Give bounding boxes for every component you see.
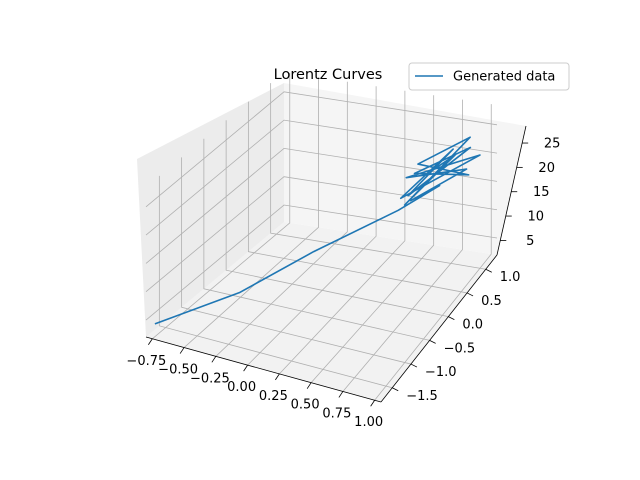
x-tick-mark bbox=[306, 382, 312, 389]
y-tick-label: 0.0 bbox=[462, 318, 483, 333]
z-tick-label: 25 bbox=[544, 137, 561, 152]
y-gridline bbox=[225, 120, 449, 318]
chart-title: Lorentz Curves bbox=[274, 67, 383, 83]
x-gridline bbox=[342, 99, 463, 392]
y-tick-label: −1.0 bbox=[425, 365, 457, 380]
z-gridline bbox=[145, 176, 498, 293]
x-tick-mark bbox=[338, 391, 344, 398]
x-tick-mark bbox=[148, 338, 153, 345]
y-tick-label: −0.5 bbox=[444, 341, 476, 356]
x-tick-label: 1.00 bbox=[354, 415, 383, 430]
z-axis-line bbox=[496, 125, 527, 256]
x-gridline bbox=[247, 86, 377, 366]
x-gridline bbox=[183, 77, 319, 348]
x-tick-label: 0.00 bbox=[227, 380, 256, 395]
y-tick-mark bbox=[466, 292, 474, 297]
y-tick-label: 1.0 bbox=[500, 270, 521, 285]
z-tick-label: 20 bbox=[538, 161, 555, 176]
legend: Generated data bbox=[408, 62, 570, 91]
y-gridline bbox=[247, 101, 468, 294]
y-gridline bbox=[181, 157, 412, 365]
y-tick-mark bbox=[392, 387, 399, 392]
axis-lines bbox=[145, 125, 527, 403]
x-axis-line bbox=[145, 336, 382, 403]
y-axis-line bbox=[380, 254, 498, 403]
x-tick-label: −0.75 bbox=[126, 354, 166, 369]
z-gridline bbox=[145, 147, 498, 264]
z-gridline bbox=[145, 119, 498, 236]
legend-label: Generated data bbox=[453, 70, 555, 85]
tick-labels: −0.75−0.50−0.250.000.250.500.751.00 −1.5 −… bbox=[126, 137, 560, 431]
z-tick-label: 15 bbox=[533, 185, 550, 200]
z-tick-label: 10 bbox=[527, 210, 544, 225]
x-tick-mark bbox=[179, 347, 185, 354]
y-tick-mark bbox=[448, 316, 455, 321]
x-tick-mark bbox=[275, 373, 280, 381]
x-gridline bbox=[374, 104, 492, 401]
x-tick-label: 0.75 bbox=[322, 406, 351, 421]
x-gridline bbox=[310, 95, 435, 383]
series-layer bbox=[154, 136, 481, 325]
x-gridline bbox=[215, 81, 348, 357]
axes-grid bbox=[145, 72, 498, 401]
y-tick-label: −1.5 bbox=[406, 389, 438, 404]
x-tick-mark bbox=[243, 364, 248, 372]
x-tick-mark bbox=[370, 400, 375, 407]
x-gridline bbox=[152, 72, 291, 340]
y-tick-mark bbox=[429, 339, 436, 344]
x-gridline bbox=[279, 90, 406, 375]
y-gridline bbox=[270, 83, 486, 270]
z-gridline bbox=[145, 204, 498, 321]
y-gridline bbox=[203, 138, 430, 341]
y-gridline bbox=[158, 175, 393, 389]
y-tick-mark bbox=[485, 268, 492, 273]
x-tick-label: −0.50 bbox=[158, 363, 198, 378]
y-tick-mark bbox=[410, 363, 418, 368]
z-tick-label: 5 bbox=[526, 234, 534, 249]
x-tick-mark bbox=[211, 356, 217, 363]
x-tick-label: 0.50 bbox=[291, 398, 320, 413]
z-gridline bbox=[145, 91, 498, 208]
series-line-generated-data bbox=[154, 136, 481, 325]
x-tick-label: 0.25 bbox=[259, 389, 288, 404]
y-tick-label: 0.5 bbox=[481, 294, 502, 309]
x-tick-label: −0.25 bbox=[190, 371, 230, 386]
legend-box bbox=[408, 62, 570, 91]
